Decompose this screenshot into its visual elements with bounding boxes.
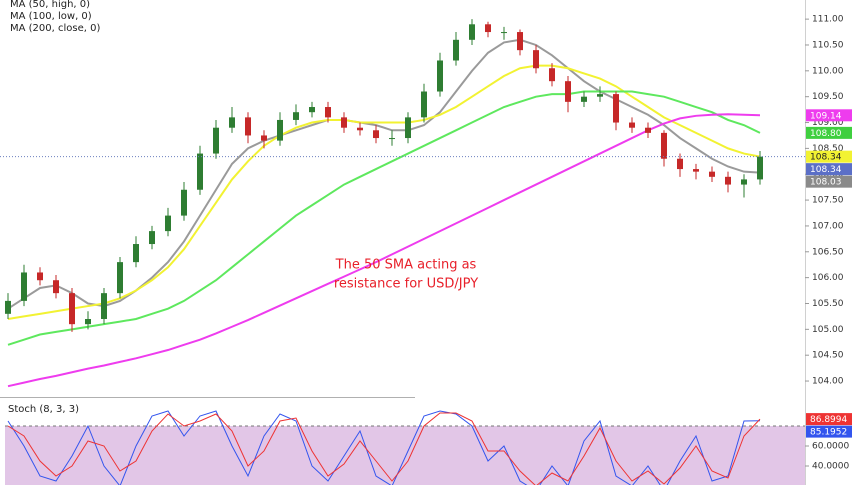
- legend-entry: MA (50, high, 0): [10, 0, 90, 10]
- legend-entry: MA (100, low, 0): [10, 11, 92, 22]
- candle-body: [197, 153, 203, 190]
- price-tag: [806, 150, 852, 163]
- annotation: resistance for USD/JPY: [334, 277, 478, 292]
- candle-body: [53, 280, 59, 294]
- price-tag: [806, 109, 852, 122]
- overlay: 111.00110.50110.00109.50109.00108.50108.…: [10, 0, 852, 472]
- candle-body: [629, 122, 635, 128]
- candle-body: [421, 91, 427, 118]
- y-tick-label: 107.50: [812, 196, 844, 206]
- price-tag-label: 108.80: [810, 129, 842, 139]
- candle-body: [517, 32, 523, 51]
- candle-body: [709, 171, 715, 177]
- candle-body: [181, 189, 187, 216]
- price-tag: [806, 413, 852, 426]
- candle-body: [37, 272, 43, 281]
- stoch-band: [5, 426, 805, 485]
- candle-body: [357, 127, 363, 131]
- price-pane: [0, 19, 805, 388]
- candle-body: [533, 50, 539, 69]
- price-tag-label: 86.8994: [810, 415, 847, 425]
- candle-body: [549, 68, 555, 82]
- price-tag-label: 85.1952: [810, 428, 847, 438]
- price-tag: [806, 163, 852, 176]
- candle-body: [597, 94, 603, 97]
- stoch-title: Stoch (8, 3, 3): [8, 404, 79, 415]
- candle-body: [501, 32, 507, 34]
- legend-entry: MA (200, close, 0): [10, 23, 100, 34]
- y-tick-label: 104.50: [812, 351, 844, 361]
- candle-body: [405, 117, 411, 139]
- candle-body: [341, 117, 347, 128]
- candle-body: [581, 96, 587, 102]
- candle-body: [229, 117, 235, 128]
- y-tick-label: 111.00: [812, 15, 844, 25]
- candle-body: [453, 39, 459, 61]
- moving-average: [7, 113, 761, 388]
- candle-body: [213, 127, 219, 154]
- candle-body: [293, 112, 299, 120]
- price-tag-label: 108.34: [810, 153, 842, 163]
- candle-body: [325, 107, 331, 118]
- price-tag-label: 108.03: [810, 178, 842, 188]
- candle-body: [277, 119, 283, 141]
- y-tick-label: 106.00: [812, 273, 844, 283]
- candle-body: [565, 81, 571, 102]
- candle-body: [613, 94, 619, 123]
- candle-body: [133, 244, 139, 263]
- candle-body: [373, 130, 379, 139]
- candle-body: [309, 107, 315, 113]
- candle-body: [469, 24, 475, 40]
- candle-body: [677, 158, 683, 170]
- moving-average: [7, 64, 761, 320]
- y-tick-label: 105.50: [812, 299, 844, 309]
- candle-body: [5, 300, 11, 314]
- stoch-line: [7, 412, 761, 485]
- price-tag: [806, 175, 852, 188]
- candle-body: [261, 135, 267, 141]
- price-tag: [806, 425, 852, 438]
- price-tag-label: 109.14: [810, 111, 842, 121]
- y-tick-label: 110.00: [812, 66, 844, 76]
- candle-body: [389, 138, 395, 140]
- candle-body: [245, 117, 251, 136]
- y-tick-label: 104.00: [812, 377, 844, 387]
- y-tick-label: 108.50: [812, 144, 844, 154]
- y-tick-label: 109.50: [812, 92, 844, 102]
- candle-body: [645, 127, 651, 133]
- candle-body: [725, 176, 731, 185]
- y-tick-label: 60.0000: [812, 442, 849, 452]
- price-tag-label: 108.34: [810, 165, 842, 175]
- moving-average: [7, 90, 761, 346]
- candle-body: [85, 318, 91, 325]
- candle-body: [117, 262, 123, 294]
- candle-body: [661, 132, 667, 159]
- candle-body: [741, 179, 747, 185]
- candle-body: [101, 293, 107, 319]
- stoch-line: [7, 410, 761, 485]
- candle-body: [69, 293, 75, 325]
- y-tick-label: 110.50: [812, 40, 844, 50]
- y-tick-label: 105.00: [812, 325, 844, 335]
- y-tick-label: 40.0000: [812, 462, 849, 472]
- candle-body: [149, 231, 155, 245]
- candle-body: [21, 272, 27, 301]
- y-tick-label: 106.50: [812, 247, 844, 257]
- candle-body: [485, 24, 491, 33]
- candle-body: [757, 156, 763, 180]
- candle-body: [165, 215, 171, 232]
- candle-body: [437, 60, 443, 92]
- stoch-pane: [5, 410, 805, 485]
- annotation: The 50 SMA acting as: [335, 258, 477, 273]
- candle-body: [693, 169, 699, 172]
- price-tag: [806, 126, 852, 139]
- y-tick-label: 109.00: [812, 118, 844, 128]
- y-tick-label: 107.00: [812, 221, 844, 231]
